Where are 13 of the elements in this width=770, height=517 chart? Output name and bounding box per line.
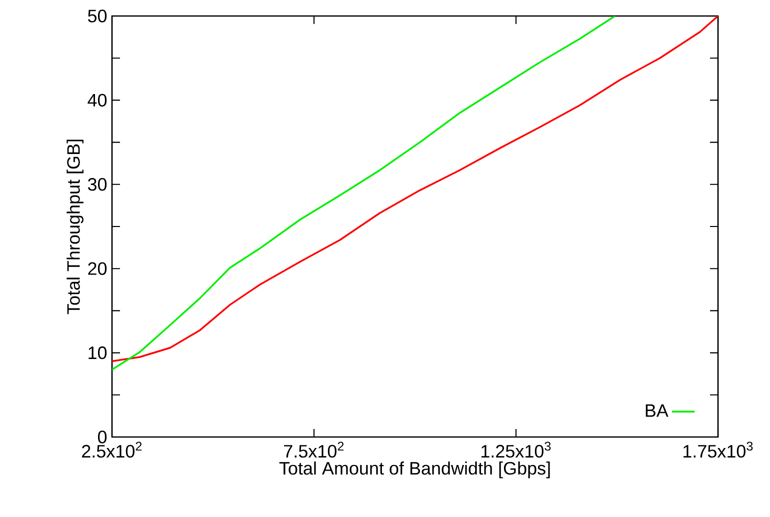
line-series bbox=[112, 16, 718, 362]
x-tick-label: 1.25x10$^{3}$ bbox=[482, 442, 551, 458]
x-axis-title: Total Amount of Bandwidth [Gbps] bbox=[279, 461, 550, 478]
y-tick-label: 20 bbox=[88, 262, 107, 275]
y-tick-label: 50 bbox=[88, 10, 107, 22]
y-tick-label: 10 bbox=[88, 346, 107, 360]
y-tick-label: 30 bbox=[88, 178, 107, 191]
x-tick-label: 1.75x10$^{3}$ bbox=[684, 442, 753, 458]
legend-label: BA bbox=[646, 404, 668, 417]
y-tick-label: 0 bbox=[98, 430, 107, 444]
x-tick-label: 7.5x10$^{2}$ bbox=[284, 442, 344, 458]
y-axis-title: Total Throughput [GB] bbox=[66, 140, 84, 314]
y-tick-label: 40 bbox=[88, 94, 107, 107]
